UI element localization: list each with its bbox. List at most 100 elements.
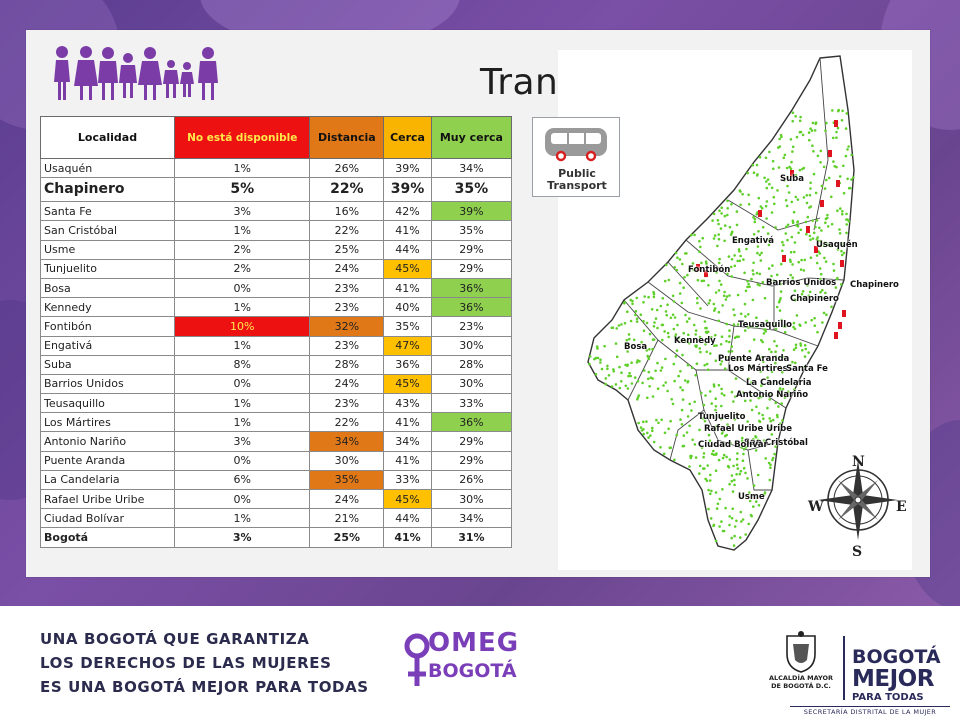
transport-stop [836,126,840,130]
transport-stop [741,192,744,196]
transport-stop [791,150,794,153]
transport-stop [717,310,721,314]
bm-mejor: MEJOR [852,666,934,692]
transport-stop [802,166,806,170]
transport-stop [681,398,685,401]
map-label-san-cristobal: San Cristóbal [744,438,808,448]
transport-stop [743,399,747,403]
transport-stop [647,295,650,299]
transport-stop [651,426,654,430]
transport-stop [785,166,789,170]
transport-stop [787,191,791,194]
transport-stop [823,256,826,260]
transport-stop [789,273,792,277]
transport-stop [739,203,742,207]
transport-stop [751,365,754,368]
transport-stop [812,172,816,176]
transport-stop [748,349,751,353]
transport-stop [763,328,766,331]
transport-stop [723,239,726,243]
transport-stop [783,330,787,334]
cell-muy-cerca: 29% [430,258,513,279]
transport-stop [705,479,709,483]
transport-stop [728,458,732,461]
cell-cerca: 44% [383,239,432,260]
cell-no-disponible: 1% [173,297,311,318]
transport-stop [701,417,705,420]
transport-stop [783,323,787,326]
transport-stop [673,316,677,319]
transport-stop [815,219,819,222]
table-row: Tunjuelito 2% 24% 45% 29% [40,258,513,279]
transport-stop [612,370,615,373]
cell-no-disponible: 5% [173,177,311,203]
transport-stop [725,339,728,343]
cell-no-disponible: 0% [173,488,311,510]
cell-no-disponible: 0% [173,277,311,299]
transport-stop [823,241,827,244]
transport-stop [726,423,729,426]
transport-stop [752,216,755,219]
transport-stop [725,322,729,326]
transport-stop [840,253,844,257]
transport-stop [850,153,853,157]
transport-stop [773,322,777,326]
transport-stop [698,464,702,468]
transport-stop [802,269,806,272]
transport-stop [782,349,785,352]
transport-stop [730,345,733,348]
transport-stop [674,355,678,358]
transport-stop [745,247,748,251]
transport-stop [712,212,716,216]
priority-zone [704,270,708,277]
transport-stop [679,370,682,373]
cell-no-disponible: 0% [173,450,311,471]
compass-west: W [808,499,824,515]
transport-stop [691,438,694,442]
compass-rose-icon [818,460,898,540]
transport-stop [686,273,689,277]
transport-stop [633,376,637,379]
transport-stop [772,279,776,282]
transport-stop [747,365,751,368]
transport-stop [845,223,848,226]
transport-stop [720,360,724,363]
map-label-barrios-unidos: Barrios Unidos [766,278,837,288]
transport-stop [707,433,711,437]
transport-stop [714,408,717,412]
transport-stop [733,264,737,268]
transport-stop [764,330,767,333]
transport-stop [626,310,629,314]
header-no-disponible: No está disponible [173,116,311,159]
transport-stop [753,217,757,221]
priority-zone [836,180,840,187]
cell-localidad: Rafael Uribe Uribe [40,488,175,510]
transport-stop [783,179,786,182]
transport-stop [685,431,689,434]
transport-stop [792,325,795,329]
transport-stop [803,344,807,347]
transport-stop [746,477,749,480]
transport-stop [693,233,696,237]
transport-stop [768,150,771,154]
footer-slogan-line2: LOS DERECHOS DE LAS MUJERES [40,654,332,672]
cell-distancia: 16% [309,201,385,222]
transport-stop [791,119,794,123]
cell-muy-cerca: 26% [430,469,513,491]
transport-stop [793,388,796,391]
transport-stop [812,150,815,153]
transport-stop [639,426,643,429]
transport-stop [746,285,749,289]
transport-stop [842,251,846,255]
transport-stop [698,239,701,243]
transport-stop [757,396,760,400]
table-row: Teusaquillo 1% 23% 43% 33% [40,393,513,414]
cell-no-disponible: 3% [173,431,311,452]
transport-stop [695,344,698,348]
transport-stop [821,288,824,292]
cell-distancia: 23% [309,335,385,356]
transport-stop [615,355,619,359]
transport-stop [599,361,602,364]
transport-stop [791,145,795,149]
transport-stop [799,324,802,327]
